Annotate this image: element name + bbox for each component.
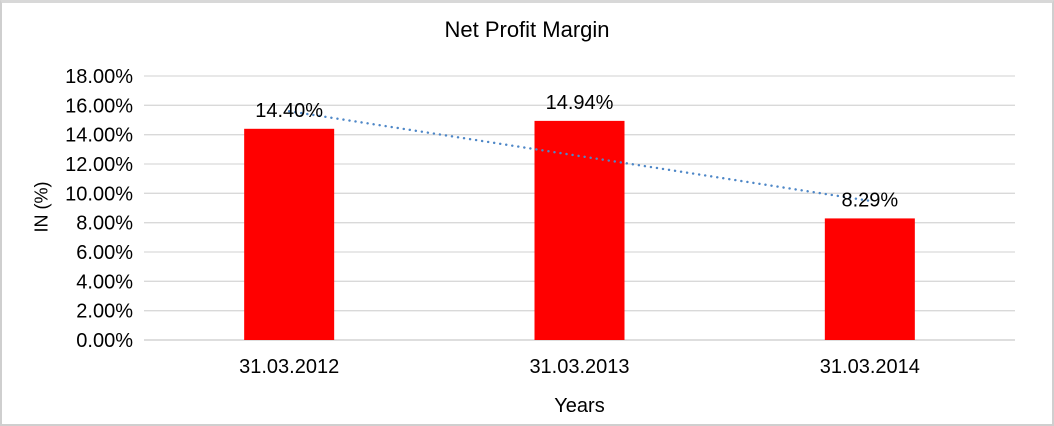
y-tick-label: 4.00% <box>76 271 133 293</box>
data-label: 8.29% <box>841 189 898 211</box>
data-label: 14.94% <box>546 92 614 114</box>
y-tick-label: 0.00% <box>76 330 133 352</box>
category-label: 31.03.2014 <box>820 356 920 378</box>
y-tick-label: 16.00% <box>65 95 133 117</box>
trendline <box>287 110 872 203</box>
y-tick-label: 8.00% <box>76 213 133 235</box>
plot-area: 0.00% 2.00% 4.00% 6.00% 8.00% 10.00% 12.00% 14.… <box>65 66 1015 378</box>
x-axis-title: Years <box>554 395 605 417</box>
data-label: 14.40% <box>255 100 323 122</box>
y-tick-label: 12.00% <box>65 154 133 176</box>
y-tick-label: 2.00% <box>76 301 133 323</box>
bar <box>824 218 915 340</box>
category-label: 31.03.2013 <box>529 356 629 378</box>
y-tick-label: 18.00% <box>65 66 133 88</box>
y-tick-label: 10.00% <box>65 183 133 205</box>
bar <box>534 120 625 340</box>
category-label: 31.03.2012 <box>239 356 339 378</box>
y-tick-label: 6.00% <box>76 242 133 264</box>
y-tick-label: 14.00% <box>65 125 133 147</box>
bar <box>244 128 335 340</box>
chart-title: Net Profit Margin <box>444 17 610 42</box>
